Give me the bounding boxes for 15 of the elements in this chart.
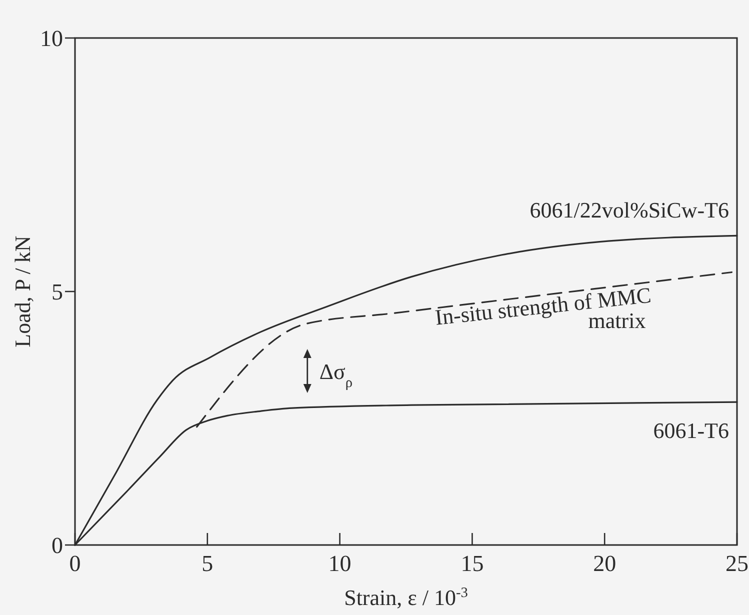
x-tick-label: 0 (69, 551, 81, 576)
text: In-situ strength of MMC matrix (434, 282, 652, 334)
x-tick-label: 15 (460, 551, 484, 576)
x-tick-label: 5 (202, 551, 214, 576)
y-tick-label: 0 (52, 533, 63, 558)
x-tick-label: 20 (593, 551, 616, 576)
y-tick-label: 5 (52, 280, 63, 304)
y-tick-label: 10 (40, 26, 63, 51)
x-axis-title: Strain, ε / 10$^{-3}$ (344, 585, 468, 610)
x-tick-label: 25 (726, 551, 748, 576)
series-label: 6061-T6 (653, 418, 729, 444)
series-label: 6061/22vol%SiCw-T6 (530, 198, 729, 223)
x-tick-label: 10 (328, 551, 352, 576)
annotation: Δσ$_{ρ}$ (319, 358, 353, 391)
y-axis-title: Load, P / kN (10, 236, 35, 348)
